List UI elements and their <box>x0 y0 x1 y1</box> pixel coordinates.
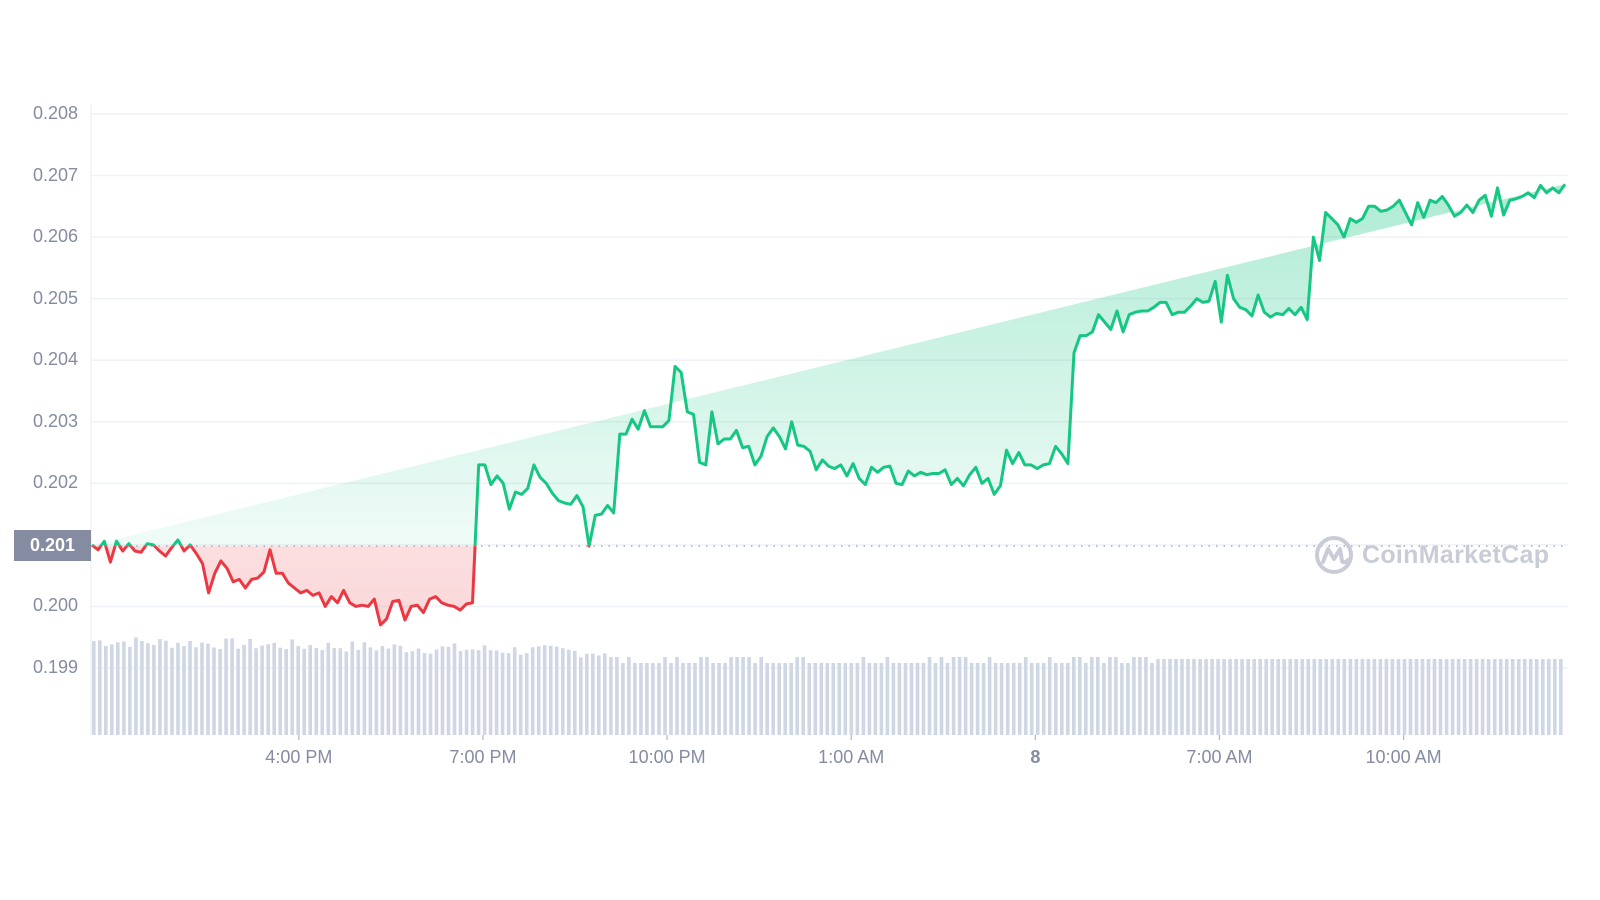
x-tick-label: 4:00 PM <box>265 747 333 767</box>
x-axis-tick-marks <box>298 735 1405 740</box>
y-tick-label: 0.208 <box>32 103 78 123</box>
y-tick-label: 0.199 <box>32 657 78 677</box>
y-tick-label: 0.203 <box>32 410 78 431</box>
price-line-down <box>91 546 591 627</box>
y-tick-label: 0.202 <box>32 472 78 493</box>
coinmarketcap-logo-icon <box>1315 536 1353 574</box>
price-area-up <box>92 184 1565 547</box>
price-area-down <box>93 546 476 625</box>
x-tick-label: 7:00 AM <box>1186 747 1253 767</box>
x-tick-label: 10:00 AM <box>1365 747 1442 767</box>
y-tick-label: 0.200 <box>32 595 78 616</box>
y-tick-label: 0.206 <box>32 226 78 247</box>
x-tick-label: 8 <box>1030 747 1041 767</box>
y-tick-label: 0.204 <box>32 349 78 370</box>
y-tick-label: 0.205 <box>32 287 78 308</box>
watermark-text: CoinMarketCap <box>1362 540 1550 569</box>
price-line-up <box>91 183 1567 547</box>
current-price-badge: 0.201 <box>14 530 91 562</box>
y-tick-label: 0.207 <box>32 164 78 185</box>
volume-bars <box>92 637 1563 735</box>
watermark: CoinMarketCap <box>1314 535 1549 575</box>
x-tick-label: 7:00 PM <box>449 747 517 767</box>
x-tick-label: 1:00 AM <box>818 747 885 767</box>
x-tick-label: 10:00 PM <box>628 747 706 767</box>
